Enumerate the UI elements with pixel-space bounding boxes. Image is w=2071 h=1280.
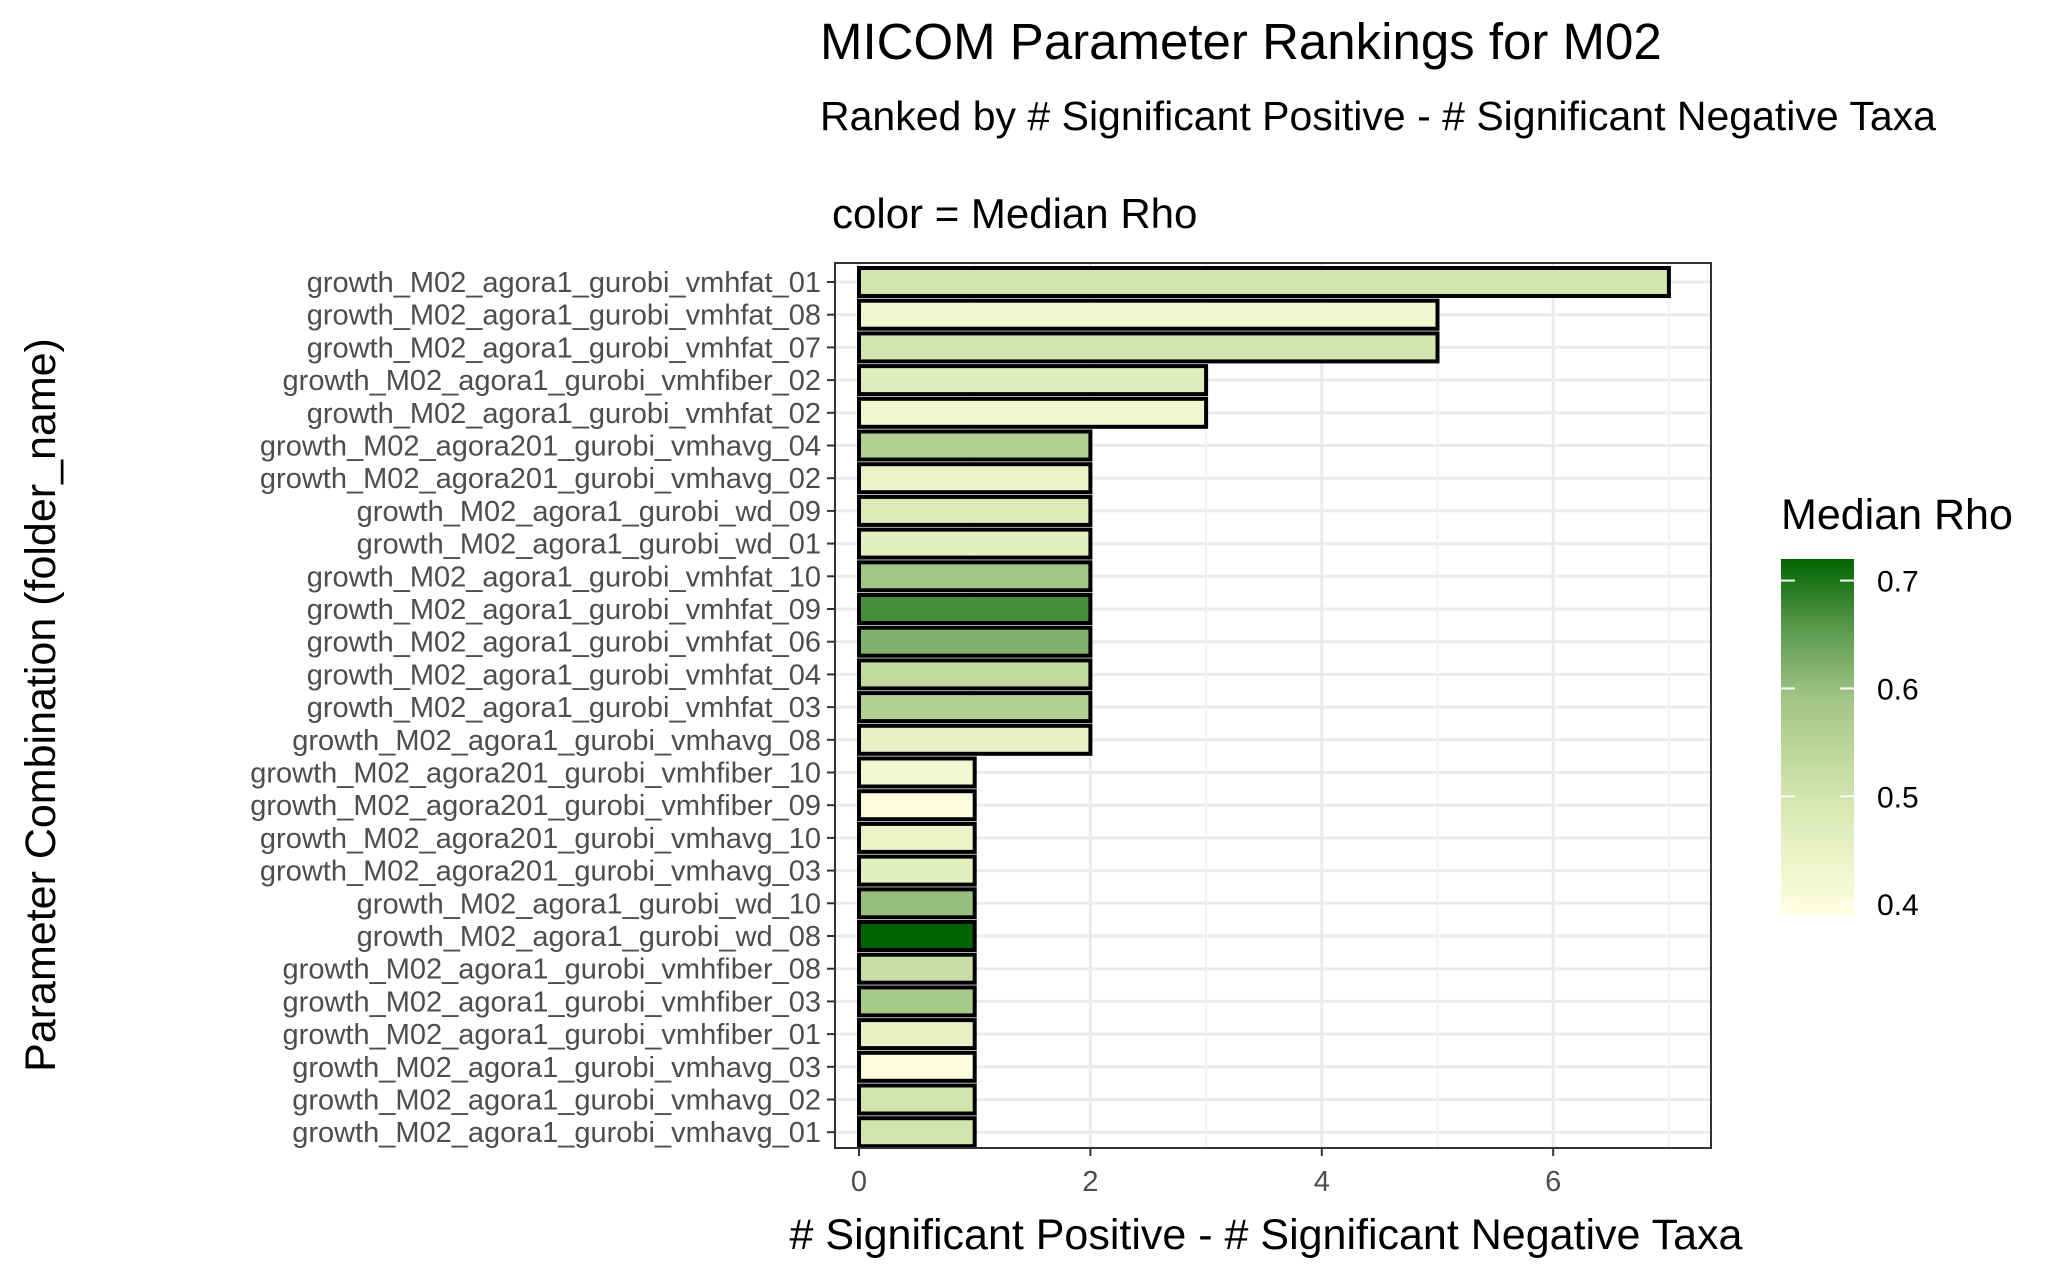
y-tick-label: growth_M02_agora1_gurobi_vmhfiber_08 (283, 954, 821, 986)
legend-tick-label: 0.7 (1877, 566, 1919, 599)
y-tick-label: growth_M02_agora1_gurobi_vmhavg_08 (292, 725, 821, 757)
y-tick-label: growth_M02_agora1_gurobi_vmhfiber_01 (283, 1019, 821, 1051)
legend-tick-label: 0.4 (1877, 889, 1919, 922)
y-tick-label: growth_M02_agora1_gurobi_vmhavg_01 (292, 1117, 821, 1149)
legend-tick-label: 0.6 (1877, 673, 1919, 706)
chart-subtitle: Ranked by # Significant Positive - # Sig… (820, 93, 1936, 139)
bar (857, 1018, 977, 1051)
bar (857, 396, 1209, 429)
bar (857, 494, 1093, 527)
bar (857, 756, 977, 789)
y-tick-label: growth_M02_agora1_gurobi_vmhfiber_03 (283, 986, 821, 1018)
y-tick-label: growth_M02_agora1_gurobi_wd_10 (357, 888, 821, 920)
bar (857, 920, 977, 952)
y-tick-label: growth_M02_agora1_gurobi_vmhfat_09 (307, 594, 821, 626)
bar (857, 593, 1093, 625)
y-tick-label: growth_M02_agora1_gurobi_vmhfat_01 (307, 267, 821, 299)
bar (857, 298, 1440, 331)
plot-panel (834, 262, 1712, 1149)
y-tick-label: growth_M02_agora201_gurobi_vmhavg_03 (260, 856, 821, 888)
y-tick-label: growth_M02_agora1_gurobi_vmhfat_06 (307, 627, 821, 659)
y-tick-label: growth_M02_agora1_gurobi_wd_01 (357, 529, 821, 561)
plot-border (834, 262, 1712, 1149)
bar (857, 658, 1093, 691)
y-tick-label: growth_M02_agora201_gurobi_vmhfiber_09 (250, 790, 821, 822)
y-tick-label: growth_M02_agora201_gurobi_vmhfiber_10 (250, 758, 821, 790)
legend-title: Median Rho (1781, 491, 2013, 539)
bar (857, 625, 1093, 658)
y-tick-label: growth_M02_agora1_gurobi_vmhfat_08 (307, 300, 821, 332)
bar (857, 821, 977, 854)
bar (857, 1050, 977, 1083)
color-legend: Median Rho 0.7 0.6 0.5 0.4 (1781, 491, 2013, 922)
y-tick-label: growth_M02_agora1_gurobi_vmhfat_04 (307, 659, 821, 691)
y-tick-label: growth_M02_agora1_gurobi_vmhfat_03 (307, 692, 821, 724)
x-tick-label: 0 (851, 1166, 867, 1198)
bar (857, 691, 1093, 724)
bar (857, 331, 1440, 364)
y-tick-label: growth_M02_agora1_gurobi_vmhavg_02 (292, 1085, 821, 1117)
y-tick-label: growth_M02_agora1_gurobi_wd_08 (357, 921, 821, 953)
chart-tag: color = Median Rho (832, 190, 1197, 237)
bar (857, 789, 977, 822)
x-tick-label: 2 (1082, 1166, 1098, 1198)
bar (857, 1116, 977, 1149)
y-tick-label: growth_M02_agora1_gurobi_vmhfiber_02 (283, 365, 821, 397)
bar (857, 1083, 977, 1116)
bar (857, 364, 1209, 397)
y-tick-label: growth_M02_agora201_gurobi_vmhavg_10 (260, 823, 821, 855)
chart-title: MICOM Parameter Rankings for M02 (820, 13, 1662, 70)
x-tick-label: 4 (1314, 1166, 1330, 1198)
bar (857, 723, 1093, 756)
y-tick-label: growth_M02_agora1_gurobi_vmhfat_10 (307, 561, 821, 593)
y-tick-label: growth_M02_agora1_gurobi_vmhfat_07 (307, 332, 821, 364)
y-tick-label: growth_M02_agora1_gurobi_vmhfat_02 (307, 398, 821, 430)
bar (857, 560, 1093, 593)
legend-tick-label: 0.5 (1877, 781, 1919, 814)
bars (857, 266, 1671, 1149)
y-tick-label: growth_M02_agora201_gurobi_vmhavg_02 (260, 463, 821, 495)
x-ticks: 0 2 4 6 (851, 1148, 1561, 1198)
y-tick-labels: growth_M02_agora1_gurobi_vmhfat_01growth… (250, 267, 835, 1149)
bar (857, 952, 977, 985)
x-tick-label: 6 (1545, 1166, 1561, 1198)
y-tick-label: growth_M02_agora1_gurobi_vmhavg_03 (292, 1052, 821, 1084)
bar (857, 266, 1671, 298)
bar (857, 527, 1093, 560)
bar (857, 462, 1093, 495)
y-tick-label: growth_M02_agora201_gurobi_vmhavg_04 (260, 431, 821, 463)
bar (857, 985, 977, 1018)
y-tick-label: growth_M02_agora1_gurobi_wd_09 (357, 496, 821, 528)
y-axis-title: Parameter Combination (folder_name) (17, 338, 65, 1072)
bar (857, 854, 977, 887)
legend-ticks: 0.7 0.6 0.5 0.4 (1781, 566, 1919, 922)
bar (857, 887, 977, 920)
legend-colorbar (1781, 559, 1854, 915)
x-axis-title: # Significant Positive - # Significant N… (790, 1211, 1743, 1259)
bar (857, 429, 1093, 462)
